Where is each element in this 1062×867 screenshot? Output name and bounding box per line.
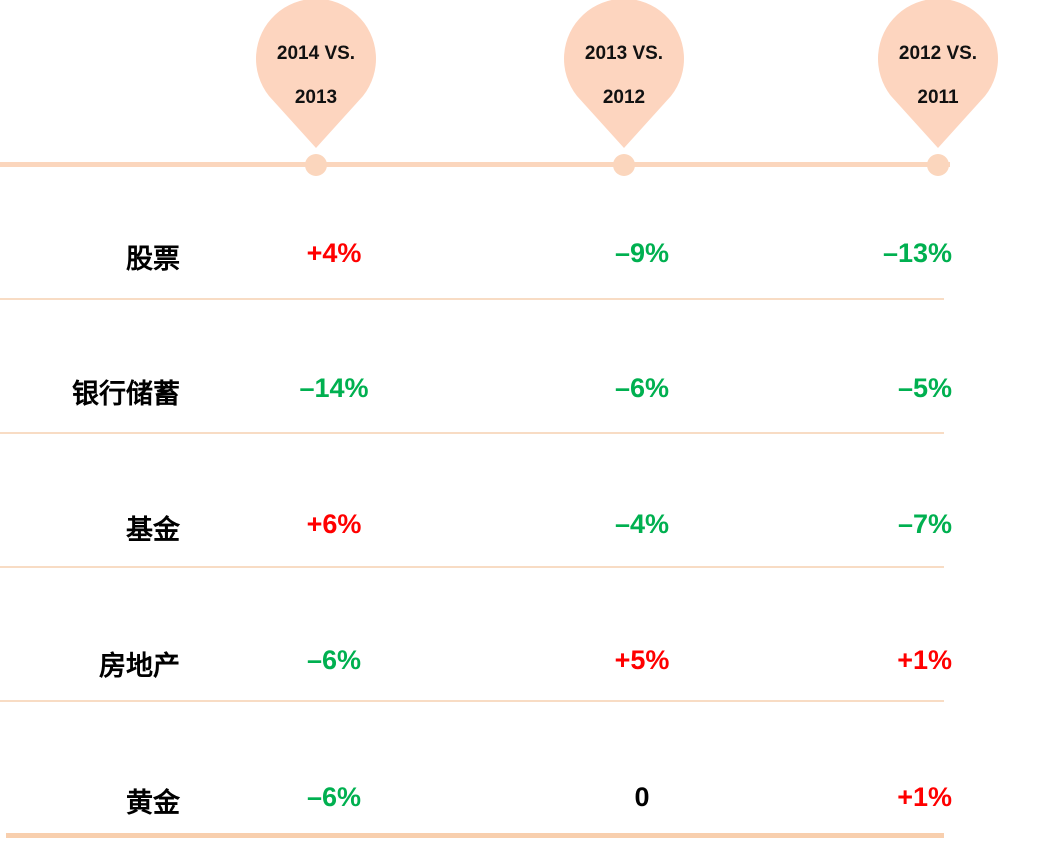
- row-label: 股票: [126, 244, 180, 275]
- column-header-label: 2013 VS. 2012: [584, 43, 664, 108]
- value-cell: +1%: [897, 782, 952, 812]
- value-cell: –6%: [614, 373, 670, 403]
- row-label: 房地产: [99, 651, 180, 682]
- value-cell: –14%: [299, 373, 369, 403]
- timeline-dot: [613, 154, 635, 176]
- map-pin-shape: [878, 0, 998, 148]
- value-cell: +4%: [306, 238, 362, 268]
- row-label: 基金: [126, 515, 180, 546]
- column-header-pin: 2013 VS. 2012: [561, 0, 687, 150]
- value-cell: –6%: [306, 645, 362, 675]
- value-cell: 0: [634, 782, 650, 812]
- map-pin-shape: [564, 0, 684, 148]
- value-cell: –13%: [882, 238, 952, 268]
- timeline-line: [0, 162, 950, 167]
- value-cell: –5%: [897, 373, 952, 403]
- value-cell: –7%: [897, 509, 952, 539]
- value-cell: –4%: [614, 509, 670, 539]
- row-divider: [0, 700, 944, 702]
- column-header-label: 2012 VS. 2011: [898, 43, 978, 108]
- row-divider: [0, 566, 944, 568]
- timeline: [0, 154, 950, 176]
- timeline-dot: [305, 154, 327, 176]
- row-label: 银行储蓄: [72, 379, 180, 410]
- value-cell: –6%: [306, 782, 362, 812]
- row-divider: [0, 298, 944, 300]
- row-label: 黄金: [126, 788, 180, 819]
- row-divider: [6, 833, 944, 838]
- row-divider: [0, 432, 944, 434]
- value-cell: +1%: [897, 645, 952, 675]
- value-cell: +5%: [614, 645, 670, 675]
- value-cell: –9%: [614, 238, 670, 268]
- column-header-pin: 2012 VS. 2011: [875, 0, 1001, 150]
- column-header-pin: 2014 VS. 2013: [253, 0, 379, 150]
- timeline-dot: [927, 154, 949, 176]
- value-cell: +6%: [306, 509, 362, 539]
- map-pin-shape: [256, 0, 376, 148]
- column-header-label: 2014 VS. 2013: [276, 43, 356, 108]
